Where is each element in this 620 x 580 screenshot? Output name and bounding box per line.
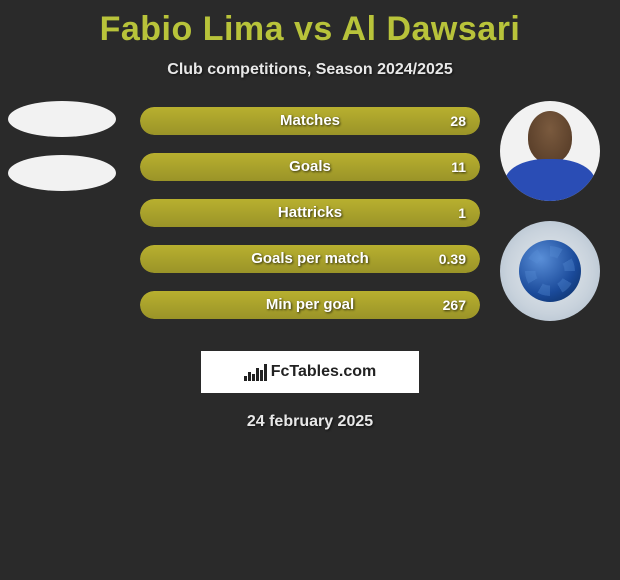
left-club-logo-placeholder [8, 155, 116, 191]
bar-label: Goals per match [140, 245, 480, 273]
right-player-avatar [500, 101, 600, 201]
bar-label: Matches [140, 107, 480, 135]
left-player-avatar-placeholder [8, 101, 116, 137]
stat-bar-hattricks: Hattricks 1 [140, 199, 480, 227]
bar-chart-icon [244, 363, 267, 381]
right-club-logo [500, 221, 600, 321]
stat-bar-matches: Matches 28 [140, 107, 480, 135]
bar-value: 1 [458, 199, 466, 227]
stat-bars: Matches 28 Goals 11 Hattricks 1 Goals pe… [140, 107, 480, 319]
bar-value: 28 [450, 107, 466, 135]
bar-value: 0.39 [439, 245, 466, 273]
right-player-avatars [500, 101, 600, 321]
bar-label: Min per goal [140, 291, 480, 319]
date-line: 24 february 2025 [0, 413, 620, 431]
stats-area: Matches 28 Goals 11 Hattricks 1 Goals pe… [0, 107, 620, 337]
subtitle: Club competitions, Season 2024/2025 [0, 61, 620, 79]
bar-label: Goals [140, 153, 480, 181]
attribution-brand: FcTables.com [271, 363, 377, 381]
player-head-shape [528, 111, 572, 163]
bar-value: 267 [443, 291, 466, 319]
stat-bar-goals-per-match: Goals per match 0.39 [140, 245, 480, 273]
bar-value: 11 [451, 153, 466, 181]
page-title: Fabio Lima vs Al Dawsari [0, 0, 620, 49]
club-logo-inner [519, 240, 581, 302]
stat-bar-min-per-goal: Min per goal 267 [140, 291, 480, 319]
attribution-box: FcTables.com [201, 351, 419, 393]
player-body-shape [505, 159, 595, 201]
left-player-avatars [8, 101, 116, 191]
bar-label: Hattricks [140, 199, 480, 227]
stat-bar-goals: Goals 11 [140, 153, 480, 181]
